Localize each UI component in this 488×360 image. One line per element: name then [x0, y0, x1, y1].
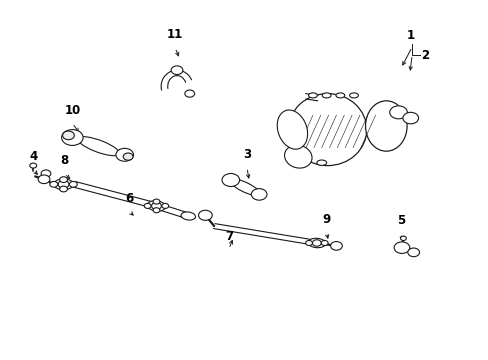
Ellipse shape [349, 93, 358, 98]
Circle shape [60, 177, 67, 183]
Ellipse shape [335, 93, 344, 98]
Text: 9: 9 [322, 213, 330, 226]
Ellipse shape [78, 137, 119, 156]
Ellipse shape [312, 240, 321, 246]
Circle shape [144, 203, 151, 208]
Ellipse shape [322, 93, 330, 98]
Circle shape [402, 112, 418, 124]
Circle shape [38, 175, 50, 184]
Text: 10: 10 [64, 104, 81, 117]
Circle shape [60, 186, 67, 192]
Text: 5: 5 [396, 214, 404, 227]
Circle shape [184, 90, 194, 97]
Circle shape [198, 210, 212, 220]
Text: 8: 8 [61, 154, 68, 167]
Circle shape [62, 131, 74, 140]
Text: 3: 3 [243, 148, 250, 161]
Circle shape [69, 181, 77, 187]
Circle shape [321, 240, 327, 246]
Circle shape [30, 163, 37, 168]
Circle shape [50, 181, 58, 187]
Ellipse shape [151, 202, 161, 210]
Circle shape [407, 248, 419, 257]
Circle shape [222, 174, 239, 186]
Ellipse shape [284, 145, 311, 168]
Ellipse shape [181, 212, 195, 220]
Circle shape [171, 66, 183, 75]
Ellipse shape [277, 110, 307, 149]
Circle shape [330, 242, 342, 250]
Circle shape [153, 208, 160, 213]
Ellipse shape [365, 101, 406, 151]
Text: 7: 7 [224, 230, 232, 243]
Circle shape [305, 240, 312, 246]
Circle shape [116, 148, 133, 161]
Circle shape [123, 153, 133, 160]
Ellipse shape [54, 179, 73, 190]
Circle shape [393, 242, 409, 253]
Circle shape [153, 199, 160, 204]
Circle shape [162, 203, 168, 208]
Ellipse shape [229, 179, 260, 196]
Text: 2: 2 [420, 49, 428, 62]
Ellipse shape [307, 238, 325, 248]
Ellipse shape [288, 94, 366, 166]
Text: 4: 4 [29, 150, 37, 163]
Circle shape [400, 236, 406, 240]
Text: 1: 1 [406, 30, 413, 42]
Ellipse shape [58, 180, 69, 188]
Ellipse shape [316, 160, 326, 166]
Ellipse shape [147, 201, 165, 211]
Text: 11: 11 [166, 28, 183, 41]
Circle shape [41, 170, 51, 177]
Circle shape [251, 189, 266, 200]
Text: 6: 6 [125, 192, 133, 205]
Ellipse shape [308, 93, 317, 98]
Circle shape [389, 106, 407, 119]
Circle shape [61, 130, 83, 145]
